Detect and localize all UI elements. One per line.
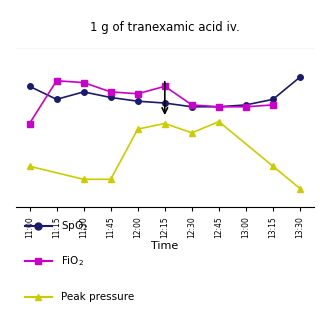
X-axis label: Time: Time	[151, 241, 179, 251]
Text: Peak pressure: Peak pressure	[61, 292, 134, 301]
Text: FiO$_2$: FiO$_2$	[61, 255, 84, 268]
Text: SpO$_2$: SpO$_2$	[61, 219, 88, 233]
Text: 1 g of tranexamic acid iv.: 1 g of tranexamic acid iv.	[90, 21, 240, 34]
